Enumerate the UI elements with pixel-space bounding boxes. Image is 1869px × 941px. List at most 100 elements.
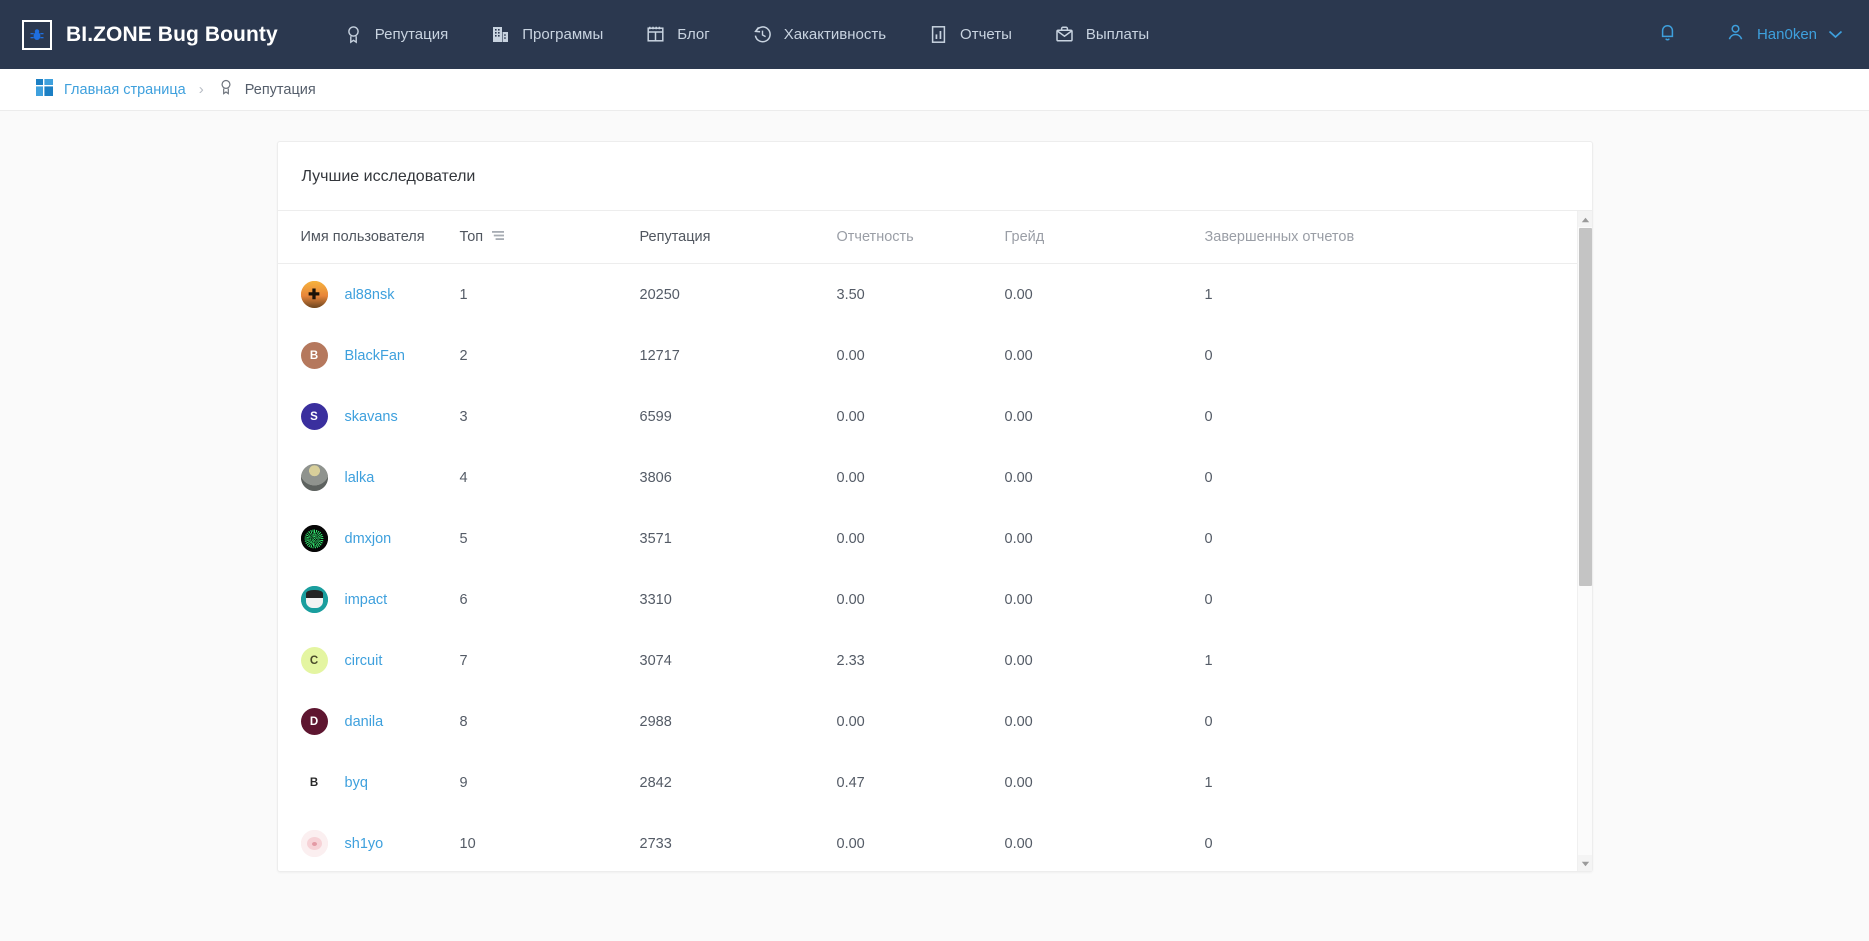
username-link[interactable]: skavans xyxy=(344,408,398,425)
nav-item-programs[interactable]: Программы xyxy=(469,0,624,69)
person-icon xyxy=(1725,22,1746,48)
scroll-up-button[interactable] xyxy=(1577,211,1592,228)
cell-top: 5 xyxy=(459,530,468,547)
nav-item-blog[interactable]: Блог xyxy=(624,0,730,69)
cell-accountability: 0.00 xyxy=(836,835,865,852)
table-row[interactable]: B BlackFan 2 12717 0.00 0.00 0 xyxy=(278,325,1592,386)
bell-icon xyxy=(1657,21,1678,48)
username-link[interactable]: lalka xyxy=(344,469,375,486)
username-link[interactable]: byq xyxy=(344,774,368,791)
cell-grade: 0.00 xyxy=(1004,652,1033,669)
nav-label: Выплаты xyxy=(1085,26,1150,43)
nav-item-hackactivity[interactable]: Хакактивность xyxy=(731,0,907,69)
avatar[interactable]: S xyxy=(300,403,328,430)
table-scroll-region: Имя пользователя Топ xyxy=(277,211,1592,871)
column-header-reputation[interactable]: Репутация xyxy=(639,211,837,264)
cell-reputation: 2733 xyxy=(639,835,672,852)
page-title: Лучшие исследователи xyxy=(277,142,1592,211)
column-label: Грейд xyxy=(1004,229,1045,245)
column-header-username[interactable]: Имя пользователя xyxy=(277,211,460,264)
cell-grade: 0.00 xyxy=(1004,713,1033,730)
avatar[interactable]: B xyxy=(309,776,319,789)
triangle-up-icon xyxy=(1581,211,1590,228)
cell-accountability: 0.00 xyxy=(836,713,865,730)
sort-descending-icon[interactable] xyxy=(491,229,505,245)
cell-username: ✚ al88nsk xyxy=(278,264,460,326)
nav-item-payouts[interactable]: Выплаты xyxy=(1033,0,1170,69)
cell-completed-reports: 0 xyxy=(1204,408,1213,425)
cell-grade: 0.00 xyxy=(1004,530,1033,547)
cell-top: 8 xyxy=(459,713,468,730)
cell-accountability: 0.00 xyxy=(836,408,865,425)
column-header-top[interactable]: Топ xyxy=(459,211,640,264)
table-row[interactable]: dmxjon 5 3571 0.00 0.00 0 xyxy=(278,508,1592,569)
cell-grade: 0.00 xyxy=(1004,591,1033,608)
cell-accountability: 0.00 xyxy=(836,591,865,608)
avatar[interactable]: C xyxy=(300,647,328,674)
username-link[interactable]: al88nsk xyxy=(344,286,395,303)
cell-completed-reports: 1 xyxy=(1204,652,1213,669)
breadcrumb-home-label[interactable]: Главная страница xyxy=(64,81,186,98)
notifications-button[interactable] xyxy=(1641,0,1695,69)
cell-grade: 0.00 xyxy=(1004,347,1033,364)
account-area: Han0ken xyxy=(1641,0,1843,69)
username-link[interactable]: circuit xyxy=(344,652,383,669)
table-row[interactable]: impact 6 3310 0.00 0.00 0 xyxy=(278,569,1592,630)
cell-top: 3 xyxy=(459,408,468,425)
cell-username: B BlackFan xyxy=(278,325,460,386)
username-link[interactable]: sh1yo xyxy=(344,835,384,852)
user-menu[interactable]: Han0ken xyxy=(1695,22,1843,48)
avatar[interactable] xyxy=(300,586,328,613)
column-header-accountability[interactable]: Отчетность xyxy=(836,211,1005,264)
cell-grade: 0.00 xyxy=(1004,774,1033,791)
cell-grade: 0.00 xyxy=(1004,469,1033,486)
scroll-down-button[interactable] xyxy=(1577,855,1592,871)
table-row[interactable]: lalka 4 3806 0.00 0.00 0 xyxy=(278,447,1592,508)
cell-reputation: 3074 xyxy=(639,652,672,669)
dashboard-grid-icon xyxy=(35,78,54,102)
cell-grade: 0.00 xyxy=(1004,408,1033,425)
cell-completed-reports: 1 xyxy=(1204,774,1213,791)
scrollbar-thumb[interactable] xyxy=(1578,228,1592,586)
chevron-right-icon: › xyxy=(198,81,204,98)
nav-label: Отчеты xyxy=(960,26,1012,43)
cell-top: 4 xyxy=(459,469,468,486)
cell-top: 9 xyxy=(459,774,468,791)
nav-item-reports[interactable]: Отчеты xyxy=(907,0,1033,69)
breadcrumb-home[interactable]: Главная страница xyxy=(35,78,186,102)
column-header-grade[interactable]: Грейд xyxy=(1004,211,1205,264)
username-link[interactable]: dmxjon xyxy=(344,530,392,547)
username-link[interactable]: BlackFan xyxy=(344,347,405,364)
table-row[interactable]: sh1yo 10 2733 0.00 0.00 0 xyxy=(278,813,1592,871)
column-label: Завершенных отчетов xyxy=(1204,229,1355,245)
avatar[interactable] xyxy=(300,525,328,552)
avatar[interactable] xyxy=(300,830,328,857)
building-icon xyxy=(490,24,511,45)
table-scrollbar[interactable] xyxy=(1576,211,1592,871)
breadcrumb-current-label: Репутация xyxy=(244,81,316,98)
table-header-row: Имя пользователя Топ xyxy=(277,211,1592,264)
username-link[interactable]: danila xyxy=(344,713,384,730)
nav-label: Репутация xyxy=(374,26,449,43)
avatar[interactable] xyxy=(300,464,328,491)
username-link[interactable]: impact xyxy=(344,591,388,608)
avatar[interactable]: D xyxy=(300,708,328,735)
bar-chart-icon xyxy=(928,24,949,45)
cell-grade: 0.00 xyxy=(1004,835,1033,852)
chevron-down-icon xyxy=(1828,26,1843,44)
avatar[interactable]: ✚ xyxy=(300,281,328,308)
nav-item-reputation[interactable]: Репутация xyxy=(322,0,469,69)
cell-accountability: 0.00 xyxy=(836,530,865,547)
cell-completed-reports: 0 xyxy=(1204,530,1213,547)
username-label: Han0ken xyxy=(1756,26,1817,43)
column-header-completed-reports[interactable]: Завершенных отчетов xyxy=(1204,211,1592,264)
table-row[interactable]: ✚ al88nsk 1 20250 3.50 0.00 1 xyxy=(278,264,1592,326)
brand-logo[interactable]: BI.ZONE Bug Bounty xyxy=(22,19,278,50)
avatar[interactable]: B xyxy=(300,342,328,369)
